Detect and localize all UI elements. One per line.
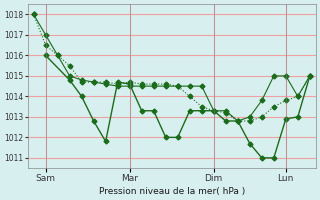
X-axis label: Pression niveau de la mer( hPa ): Pression niveau de la mer( hPa ) (99, 187, 245, 196)
